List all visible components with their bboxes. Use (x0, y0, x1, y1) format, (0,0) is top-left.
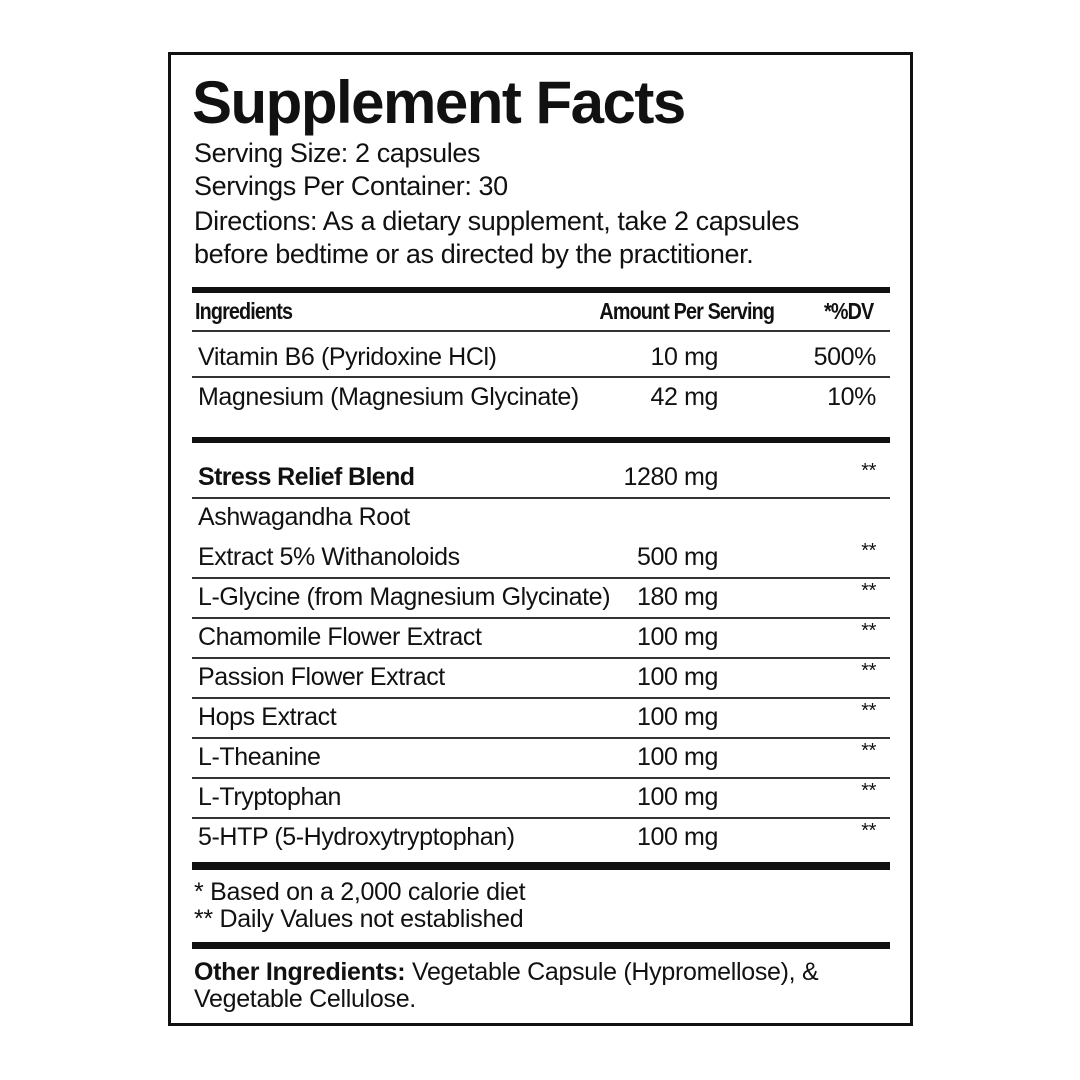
header-ingredients: Ingredients (195, 298, 293, 324)
blend-item-amount: 100 mg (637, 783, 718, 811)
label-title: Supplement Facts (192, 69, 686, 136)
blend-item-amount: 500 mg (637, 543, 718, 571)
blend-item-amount: 180 mg (637, 583, 718, 611)
servings-per-container: Servings Per Container: 30 (194, 171, 508, 201)
blend-item-name: Ashwagandha Root (198, 503, 410, 531)
blend-item-dv: ** (861, 540, 876, 562)
divider-thick (192, 437, 890, 443)
divider-thin (192, 330, 890, 332)
nutrient-amount: 10 mg (650, 343, 719, 371)
blend-item-name: Passion Flower Extract (198, 663, 445, 691)
divider-thin (192, 376, 890, 378)
divider-thin (192, 657, 890, 659)
header-amount: Amount Per Serving (599, 298, 775, 324)
label-border (168, 52, 913, 1026)
blend-name: Stress Relief Blend (198, 463, 415, 491)
other-ingredients: Other Ingredients: Vegetable Capsule (Hy… (194, 958, 819, 986)
blend-dv: ** (861, 460, 876, 482)
divider-thick (192, 287, 890, 293)
divider-thin (192, 697, 890, 699)
divider-thin (192, 497, 890, 499)
divider-thin (192, 617, 890, 619)
nutrient-name: Magnesium (Magnesium Glycinate) (198, 383, 579, 411)
blend-item-dv: ** (861, 620, 876, 642)
serving-size: Serving Size: 2 capsules (194, 138, 481, 168)
blend-item-amount: 100 mg (637, 823, 718, 851)
blend-item-dv: ** (861, 700, 876, 722)
header-dv: *%DV (823, 298, 874, 324)
nutrient-amount: 42 mg (650, 383, 719, 411)
blend-item-name: Chamomile Flower Extract (198, 623, 482, 651)
nutrient-dv: 10% (827, 383, 876, 411)
footnote-not-established: ** Daily Values not established (194, 905, 524, 933)
blend-item-name: Hops Extract (198, 703, 337, 731)
divider-thick (192, 942, 890, 949)
blend-item-name-line-2: Extract 5% Withanoloids (198, 543, 460, 571)
other-ingredients-label: Other Ingredients: (194, 958, 406, 986)
other-ingredients-text: Vegetable Capsule (Hypromellose), & (405, 958, 819, 986)
blend-item-dv: ** (861, 780, 876, 802)
directions-line-1: Directions: As a dietary supplement, tak… (194, 206, 800, 236)
blend-amount: 1280 mg (623, 463, 719, 491)
divider-thick (192, 862, 890, 870)
blend-item-name: L-Glycine (from Magnesium Glycinate) (198, 583, 611, 611)
nutrient-name: Vitamin B6 (Pyridoxine HCl) (198, 343, 497, 371)
blend-item-name: L-Tryptophan (198, 783, 341, 811)
blend-item-name: L-Theanine (198, 743, 321, 771)
blend-item-dv: ** (861, 740, 876, 762)
blend-item-amount: 100 mg (637, 663, 718, 691)
blend-item-amount: 100 mg (637, 703, 718, 731)
blend-item-name: 5-HTP (5-Hydroxytryptophan) (198, 823, 515, 851)
divider-thin (192, 777, 890, 779)
blend-item-dv: ** (861, 820, 876, 842)
other-ingredients-line-2: Vegetable Cellulose. (194, 985, 416, 1013)
divider-thin (192, 577, 890, 579)
blend-item-amount: 100 mg (637, 623, 718, 651)
divider-thin (192, 737, 890, 739)
nutrient-dv: 500% (813, 343, 877, 371)
blend-item-dv: ** (861, 580, 876, 602)
blend-item-amount: 100 mg (637, 743, 718, 771)
blend-item-dv: ** (861, 660, 876, 682)
divider-thin (192, 817, 890, 819)
directions-line-2: before bedtime or as directed by the pra… (194, 239, 754, 269)
footnote-dv: * Based on a 2,000 calorie diet (194, 878, 526, 906)
